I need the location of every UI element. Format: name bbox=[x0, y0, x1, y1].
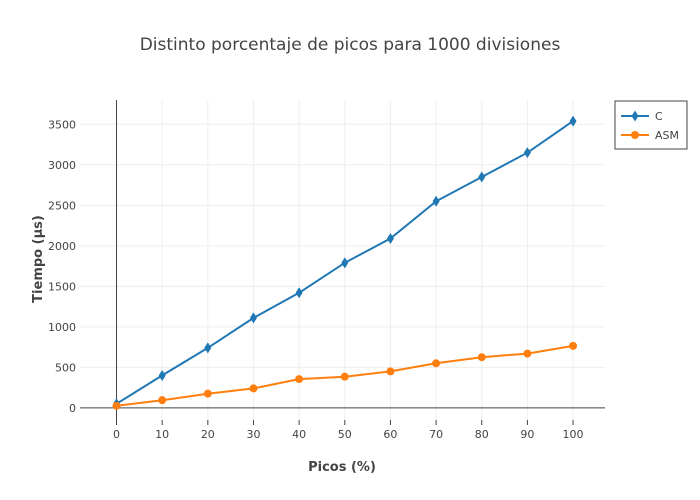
legend-item-asm[interactable]: ASM bbox=[621, 129, 679, 142]
data-point-c[interactable] bbox=[523, 147, 531, 159]
data-point-c[interactable] bbox=[341, 257, 349, 269]
data-point-asm[interactable] bbox=[523, 349, 532, 358]
x-tick-label: 90 bbox=[520, 428, 534, 441]
x-tick-label: 10 bbox=[155, 428, 169, 441]
data-point-c[interactable] bbox=[204, 342, 212, 354]
data-point-c[interactable] bbox=[478, 171, 486, 183]
y-tick-label: 3500 bbox=[48, 118, 76, 131]
y-tick-label: 2500 bbox=[48, 199, 76, 212]
series-layer bbox=[112, 115, 578, 410]
data-point-asm[interactable] bbox=[386, 367, 395, 376]
x-tick-label: 50 bbox=[338, 428, 352, 441]
tick-labels: 0 500 1000 1500 2000 2500 3000 3500 0 10 20 30 40 50 6… bbox=[48, 118, 584, 441]
series-c bbox=[113, 115, 577, 410]
data-point-c[interactable] bbox=[295, 287, 303, 299]
data-point-asm[interactable] bbox=[249, 384, 258, 393]
data-point-asm[interactable] bbox=[432, 359, 441, 368]
x-axis-title: Picos (%) bbox=[308, 460, 376, 475]
x-tick-label: 80 bbox=[475, 428, 489, 441]
chart-title: Distinto porcentaje de picos para 1000 d… bbox=[140, 35, 561, 55]
data-point-c[interactable] bbox=[569, 115, 577, 127]
y-tick-label: 0 bbox=[69, 402, 76, 415]
y-tick-label: 1500 bbox=[48, 280, 76, 293]
data-point-asm[interactable] bbox=[158, 396, 167, 405]
y-tick-label: 3000 bbox=[48, 159, 76, 172]
x-tick-label: 30 bbox=[246, 428, 260, 441]
legend-box bbox=[614, 100, 688, 150]
series-asm bbox=[112, 341, 578, 410]
legend[interactable]: C ASM bbox=[614, 100, 688, 150]
data-point-legend-asm[interactable] bbox=[631, 131, 639, 139]
y-tick-label: 2000 bbox=[48, 240, 76, 253]
data-point-c[interactable] bbox=[158, 369, 166, 381]
data-point-asm[interactable] bbox=[112, 401, 121, 410]
x-tick-label: 0 bbox=[113, 428, 120, 441]
y-tick-label: 500 bbox=[55, 361, 76, 374]
data-point-asm[interactable] bbox=[295, 375, 304, 384]
grid bbox=[80, 100, 605, 420]
y-tick-label: 1000 bbox=[48, 321, 76, 334]
legend-label-c: C bbox=[655, 110, 663, 123]
x-tick-label: 60 bbox=[383, 428, 397, 441]
data-point-asm[interactable] bbox=[569, 341, 578, 350]
y-axis-title: Tiempo (µs) bbox=[31, 215, 46, 303]
data-point-c[interactable] bbox=[249, 312, 257, 324]
x-tick-label: 70 bbox=[429, 428, 443, 441]
data-point-asm[interactable] bbox=[203, 389, 212, 398]
data-point-asm[interactable] bbox=[477, 353, 486, 362]
legend-label-asm: ASM bbox=[655, 129, 679, 142]
data-point-c[interactable] bbox=[386, 233, 394, 245]
data-point-asm[interactable] bbox=[340, 372, 349, 381]
data-point-legend-c[interactable] bbox=[631, 110, 639, 122]
data-point-c[interactable] bbox=[432, 195, 440, 207]
x-tick-label: 100 bbox=[563, 428, 584, 441]
x-tick-label: 20 bbox=[201, 428, 215, 441]
legend-item-c[interactable]: C bbox=[621, 110, 663, 123]
x-tick-label: 40 bbox=[292, 428, 306, 441]
axes bbox=[80, 100, 605, 420]
